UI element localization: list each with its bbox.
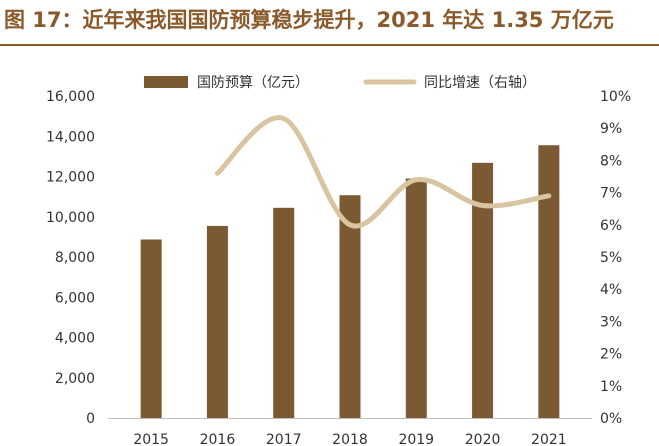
y-right-tick-label: 8% (600, 153, 622, 169)
y-right-tick-label: 9% (600, 121, 622, 137)
y-right-tick-label: 0% (600, 411, 622, 427)
x-tick-label: 2021 (531, 432, 567, 446)
chart-title: 图 17：近年来我国国防预算稳步提升，2021 年达 1.35 万亿元 (4, 8, 614, 32)
legend: 国防预算（亿元） 同比增速（右轴） (144, 75, 536, 91)
legend-bar-label: 国防预算（亿元） (197, 75, 309, 91)
axes: 0 2,000 4,000 6,000 8,000 10,000 12,000 14,000 1… (46, 89, 631, 446)
title-rule (0, 44, 659, 46)
legend-bar-swatch (144, 76, 188, 88)
y-left-tick-label: 14,000 (46, 129, 95, 145)
y-right-tick-label: 4% (600, 282, 622, 298)
y-right-tick-label: 7% (600, 186, 622, 202)
y-right-tick-label: 3% (600, 314, 622, 330)
y-right-tick-label: 10% (600, 89, 631, 105)
bar (206, 225, 228, 418)
bars (140, 145, 560, 418)
y-right-tick-label: 2% (600, 347, 622, 363)
growth-line-path (214, 115, 552, 229)
x-tick-label: 2017 (266, 432, 302, 446)
y-left-tick-label: 6,000 (55, 290, 95, 306)
x-tick-label: 2020 (465, 432, 501, 446)
x-tick-label: 2015 (133, 432, 169, 446)
y-right-tick-label: 6% (600, 218, 622, 234)
x-tick-label: 2016 (200, 432, 236, 446)
y-left-tick-label: 10,000 (46, 210, 95, 226)
legend-line-label: 同比增速（右轴） (424, 75, 536, 91)
y-left-tick-label: 4,000 (55, 331, 95, 347)
x-tick-label: 2019 (398, 432, 434, 446)
y-left-tick-label: 8,000 (55, 250, 95, 266)
bar (538, 145, 560, 418)
y-right-tick-label: 1% (600, 379, 622, 395)
x-tick-label: 2018 (332, 432, 368, 446)
y-left-tick-label: 2,000 (55, 371, 95, 387)
bar (339, 195, 361, 418)
growth-line (214, 115, 552, 229)
y-left-tick-label: 12,000 (46, 170, 95, 186)
y-left-tick-label: 16,000 (46, 89, 95, 105)
bar (472, 162, 494, 418)
bar (405, 178, 427, 418)
bar (140, 239, 162, 418)
y-left-tick-label: 0 (86, 411, 95, 427)
bar (273, 207, 295, 418)
y-right-tick-label: 5% (600, 250, 622, 266)
